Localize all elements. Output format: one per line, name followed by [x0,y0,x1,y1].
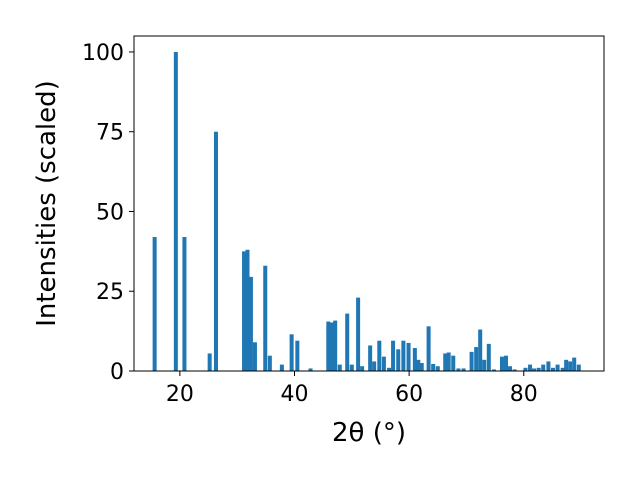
bar [532,368,537,371]
bar [401,340,406,371]
bar [377,340,382,371]
x-axis-label: 2θ (°) [332,418,406,448]
bar [356,297,361,371]
bar [329,322,334,371]
y-tick-label: 0 [110,360,124,385]
bar [482,359,487,371]
bar [486,343,491,371]
bar [248,276,253,371]
bar-series [152,51,581,371]
bar [474,347,479,371]
bar [333,320,338,371]
y-tick-label: 25 [96,280,124,305]
bar [242,251,247,371]
bar [213,131,218,371]
bar [491,369,496,371]
bar [461,368,466,371]
bar [396,349,401,371]
bar [507,366,513,371]
x-tick-label: 60 [395,382,423,407]
bar [555,364,560,371]
bar [326,321,331,371]
bar [391,340,396,371]
bar [431,363,436,371]
bar [406,342,411,371]
bar [451,355,456,371]
bar [435,366,440,371]
bar [381,356,386,371]
bar [263,265,268,371]
bar [499,356,504,371]
x-tick-label: 80 [510,382,538,407]
bar [503,355,508,371]
bar [550,367,555,371]
y-tick-label: 75 [96,121,124,146]
bar [426,326,431,371]
x-tick-label: 20 [166,382,194,407]
bar [252,342,257,371]
bar [372,361,377,371]
y-tick-label: 100 [82,41,124,66]
bar [345,313,350,371]
bar [478,329,483,371]
bar [568,361,573,371]
bar [387,367,392,371]
bar [419,363,424,371]
bar [308,368,313,371]
bar [576,364,581,371]
bar [446,352,451,371]
bar [207,353,212,371]
bar [528,364,533,371]
bar [267,355,272,371]
bar [279,364,284,371]
bar [360,366,365,371]
plot-frame [133,35,605,372]
bar [295,340,300,371]
bar [541,364,546,371]
bar [349,364,354,371]
x-tick-label: 40 [280,382,308,407]
bar [546,361,551,371]
bar [536,367,541,371]
x-axis: 20 40 60 80 [166,371,538,407]
bar [416,359,421,371]
y-tick-label: 50 [96,200,124,225]
bar [512,369,517,371]
bar [337,364,342,371]
bar [173,51,178,371]
bar [456,368,461,371]
bar [152,237,157,371]
y-axis: 0 25 50 75 100 [82,41,134,385]
bar [564,359,569,371]
bar [412,348,417,371]
bar [182,237,187,371]
bar [572,357,577,371]
bar [469,351,474,371]
bar [368,345,373,371]
bar [443,353,448,371]
bar [245,249,250,371]
y-axis-label: Intensities (scaled) [32,80,62,327]
bar [560,367,565,371]
bar [289,334,294,371]
bar [523,367,528,371]
